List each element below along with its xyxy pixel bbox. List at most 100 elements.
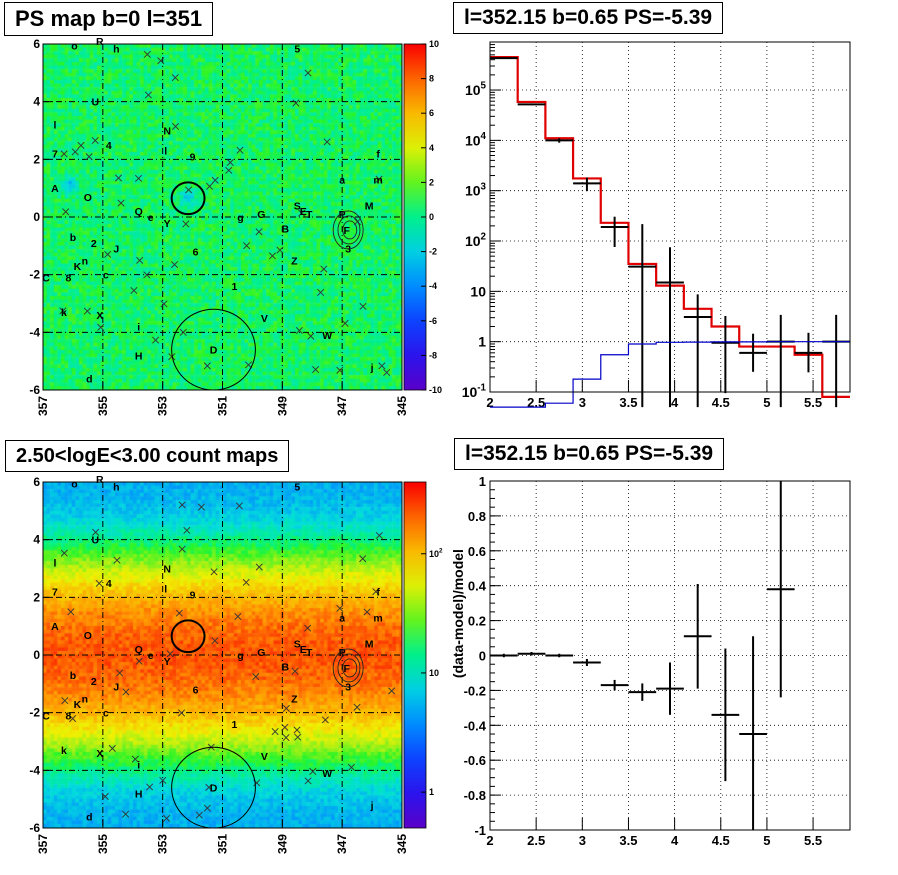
source-label: i (137, 760, 140, 772)
source-label: T (306, 647, 313, 659)
source-label: j (370, 362, 374, 374)
x-tick-label: 351 (216, 396, 230, 416)
source-cross-marker (244, 361, 252, 369)
ps-map-title: PS map b=0 l=351 (4, 2, 214, 36)
source-cross-marker (143, 271, 151, 279)
colorbar-tick-label: -4 (429, 281, 437, 291)
source-cross-marker (178, 709, 186, 717)
source-cross-marker (59, 307, 67, 315)
source-cross-marker (243, 242, 251, 250)
colorbar-tick-label: 1 (429, 787, 434, 797)
source-label: h (113, 43, 119, 55)
source-label: Z (291, 693, 298, 705)
source-label: l (164, 146, 167, 158)
y-tick-label: 2 (33, 590, 40, 604)
source-label: 2 (91, 676, 97, 688)
source-cross-marker (359, 302, 367, 310)
source-label: 5 (294, 481, 300, 493)
y-tick-label: 0.8 (468, 509, 486, 524)
y-tick-label: -4 (29, 325, 40, 339)
source-cross-marker (197, 503, 205, 511)
x-tick-label: 5.5 (804, 833, 822, 848)
y-tick-label: -1 (474, 823, 486, 838)
source-label: Q (135, 644, 143, 656)
plot-frame (489, 41, 851, 393)
source-cross-marker (211, 637, 219, 645)
source-label: c (103, 708, 109, 720)
x-tick-label: 351 (216, 834, 230, 854)
source-contour (342, 220, 358, 240)
source-cross-marker (116, 669, 124, 677)
source-label: 6 (193, 685, 199, 697)
y-tick-label: 6 (33, 37, 40, 51)
x-tick-label: 349 (275, 396, 289, 416)
source-label: J (113, 682, 119, 694)
y-tick-label: 105 (465, 81, 487, 98)
source-series-line (490, 341, 850, 408)
source-label: U (92, 535, 100, 547)
source-label: E (300, 644, 307, 656)
source-label: B (282, 224, 290, 236)
x-tick-label: 3 (579, 395, 586, 410)
y-tick-label: -0.6 (464, 753, 486, 768)
x-tick-label: 345 (395, 396, 409, 416)
x-tick-label: 5 (763, 395, 770, 410)
source-label: R (96, 474, 104, 486)
source-cross-marker (60, 549, 68, 557)
colorbar-tick-label: 10 (429, 39, 439, 49)
source-label: E (300, 206, 307, 218)
source-cross-marker (170, 261, 179, 269)
source-cross-marker (321, 716, 329, 724)
source-label: O (84, 192, 92, 204)
source-cross-marker (113, 556, 121, 564)
x-tick-label: 353 (156, 396, 170, 416)
source-cross-marker (166, 650, 174, 658)
y-tick-label: -0.8 (464, 788, 486, 803)
source-label: X (96, 310, 103, 322)
source-cross-marker (83, 307, 91, 315)
y-tick-label: 0.2 (468, 614, 486, 629)
source-label: 7 (52, 149, 58, 161)
x-tick-label: 4 (671, 833, 679, 848)
source-label: U (92, 97, 100, 109)
source-label: X (96, 748, 103, 760)
count-map-title: 2.50<logE<3.00 count maps (5, 440, 290, 472)
y-tick-label: 6 (33, 475, 40, 489)
source-cross-marker (203, 804, 211, 812)
source-label: a (339, 613, 345, 625)
source-label: Y (164, 218, 171, 230)
colorbar-tick-label: 10 (429, 668, 439, 678)
source-cross-marker (152, 336, 160, 344)
x-tick-label: 5.5 (804, 395, 822, 410)
source-cross-marker (271, 728, 279, 736)
source-cross-marker (304, 777, 312, 785)
source-label: m (373, 613, 382, 625)
source-label: d (86, 373, 92, 385)
colorbar-tick-label: -6 (429, 316, 437, 326)
x-tick-label: 4 (671, 395, 679, 410)
residual-panel: 2 2.5 3 3.5 4 4.5 5 5.5 1 0.8 0.6 0.4 0.2 0 -0.2 -0.4 -0… (450, 474, 851, 848)
x-tick-label: 349 (275, 834, 289, 854)
source-label: 3 (345, 244, 351, 256)
source-cross-marker (182, 220, 190, 228)
x-tick-label: 347 (335, 834, 349, 854)
source-contour (337, 215, 361, 245)
source-cross-marker (336, 366, 344, 374)
source-label: g (237, 650, 243, 662)
source-cross-marker (375, 531, 383, 540)
y-tick-label: -4 (29, 763, 40, 777)
source-label: A (51, 183, 59, 195)
spectrum-title: l=352.15 b=0.65 PS=-5.39 (453, 2, 724, 34)
source-label: V (261, 751, 268, 763)
source-cross-marker (383, 369, 391, 377)
source-label: l (54, 120, 57, 132)
x-tick-label: 4.5 (712, 395, 730, 410)
model-series-line (490, 56, 850, 398)
source-label: H (135, 788, 143, 800)
y-tick-label: 4 (33, 95, 40, 109)
y-tick-label: -0.2 (464, 683, 486, 698)
source-label: T (306, 209, 313, 221)
source-label: Q (135, 206, 143, 218)
source-cross-marker (320, 265, 328, 273)
